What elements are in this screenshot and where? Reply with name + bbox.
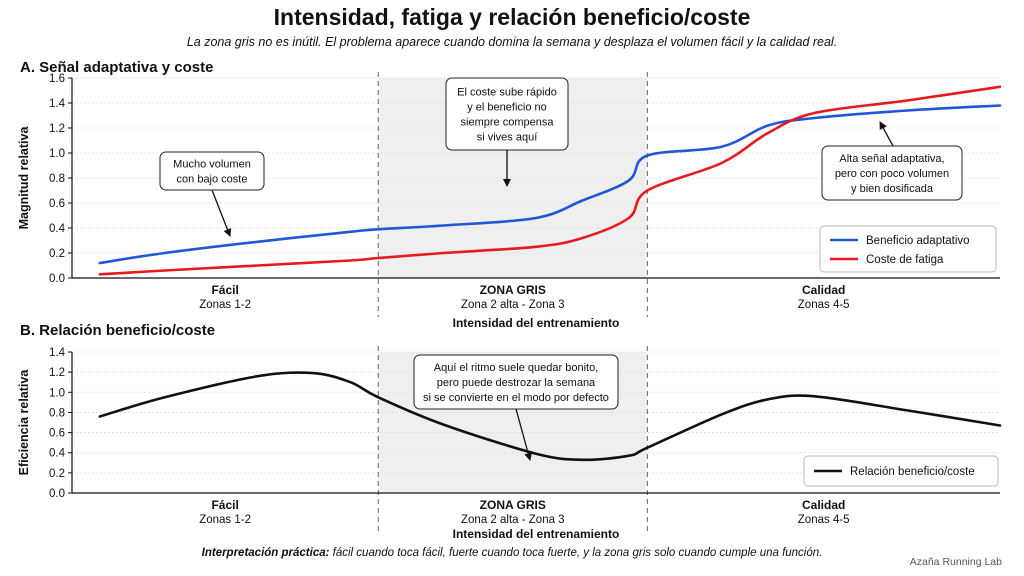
annotation-box: [159, 151, 265, 191]
zone-label: Fácil: [211, 498, 238, 512]
legend-label: Coste de fatiga: [866, 254, 944, 266]
y-tick-label: 1.0: [49, 387, 65, 399]
y-tick-label: 1.4: [49, 98, 66, 110]
annotation-text: con bajo coste: [177, 174, 248, 186]
annotation-arrow: [211, 189, 232, 237]
annotation-text: El coste sube rápido: [457, 87, 557, 99]
zone-sublabel: Zonas 1-2: [199, 299, 251, 311]
annotation-text: pero puede destrozar la semana: [437, 377, 596, 389]
y-tick-label: 0.2: [49, 468, 65, 480]
y-tick-label: 0.6: [49, 198, 65, 210]
x-axis-label: Intensidad del entrenamiento: [453, 316, 620, 330]
zone-sublabel: Zonas 1-2: [199, 514, 251, 526]
chart-subtitle: La zona gris no es inútil. El problema a…: [186, 35, 838, 49]
annotation-arrow: [879, 121, 894, 147]
annotation-text: siempre compensa: [461, 117, 555, 129]
y-tick-label: 0.8: [49, 407, 65, 419]
annotation-text: Aquí el ritmo suele quedar bonito,: [434, 362, 599, 374]
y-tick-label: 0.0: [49, 488, 65, 500]
legend-box: [819, 225, 997, 273]
y-axis-label: Eficiencia relativa: [17, 369, 31, 476]
y-tick-label: 0.4: [49, 448, 66, 460]
zone-sublabel: Zona 2 alta - Zona 3: [461, 514, 565, 526]
y-tick-label: 1.6: [49, 73, 65, 85]
y-tick-label: 0.2: [49, 248, 65, 260]
y-tick-label: 0.6: [49, 428, 65, 440]
annotation-box: [413, 354, 619, 410]
zone-label: Calidad: [802, 283, 845, 297]
annotation-box: [821, 145, 963, 201]
y-tick-label: 1.2: [49, 123, 65, 135]
annotation-text: si se convierte en el modo por defecto: [423, 392, 609, 404]
panel-title: A. Señal adaptativa y coste: [20, 59, 213, 76]
zone-label: ZONA GRIS: [480, 498, 546, 512]
footer-note-bold: Interpretación práctica:: [201, 547, 330, 559]
y-tick-label: 0.4: [49, 223, 66, 235]
annotation-box: [445, 77, 569, 151]
y-tick-label: 1.2: [49, 367, 65, 379]
brand-label: Azaña Running Lab: [909, 556, 1002, 568]
chart-title: Intensidad, fatiga y relación beneficio/…: [273, 4, 751, 30]
footer-note: Interpretación práctica: fácil cuando to…: [0, 547, 1024, 559]
legend-box: [803, 455, 999, 487]
y-axis-label: Magnitud relativa: [17, 126, 31, 230]
annotation-text: pero con poco volumen: [835, 168, 949, 180]
y-tick-label: 1.4: [49, 347, 66, 359]
y-tick-label: 1.0: [49, 148, 65, 160]
zone-label: ZONA GRIS: [480, 283, 546, 297]
annotation-arrow: [515, 408, 533, 461]
annotation-text: y bien dosificada: [851, 183, 934, 195]
annotation-text: si vives aquí: [477, 132, 538, 144]
zone-sublabel: Zona 2 alta - Zona 3: [461, 299, 565, 311]
zone-label: Fácil: [211, 283, 238, 297]
series-line: [98, 104, 1002, 265]
series-line: [98, 85, 1002, 276]
zone-sublabel: Zonas 4-5: [798, 299, 850, 311]
x-axis-label: Intensidad del entrenamiento: [453, 527, 620, 541]
annotation-text: Mucho volumen: [173, 159, 251, 171]
series-line: [98, 371, 1002, 462]
legend-label: Relación beneficio/coste: [850, 466, 975, 478]
legend-label: Beneficio adaptativo: [866, 235, 970, 247]
footer-note-text: fácil cuando toca fácil, fuerte cuando t…: [329, 547, 823, 559]
annotation-text: Alta señal adaptativa,: [839, 153, 944, 165]
annotation-text: y el beneficio no: [467, 102, 547, 114]
y-tick-label: 0.8: [49, 173, 65, 185]
zone-sublabel: Zonas 4-5: [798, 514, 850, 526]
panel-title: B. Relación beneficio/coste: [20, 322, 215, 339]
y-tick-label: 0.0: [49, 273, 65, 285]
zone-label: Calidad: [802, 498, 845, 512]
